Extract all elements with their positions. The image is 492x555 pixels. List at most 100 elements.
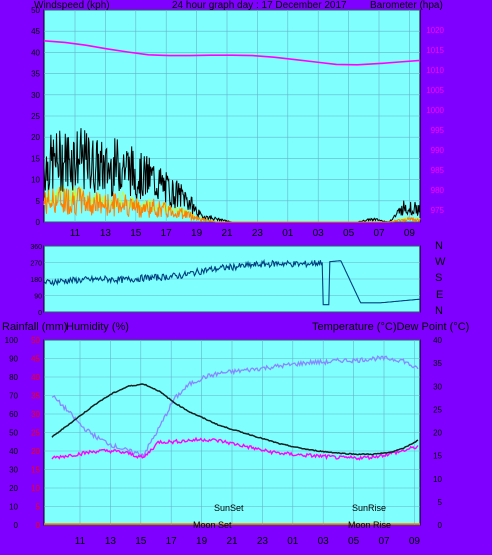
temp-x-tick-label: 09 xyxy=(409,536,421,547)
temperature-tick-label: 35 xyxy=(433,359,442,368)
temperature-tick-label: 15 xyxy=(433,452,442,461)
wind-tick-label: 45 xyxy=(31,27,40,36)
dewpoint-line xyxy=(51,436,419,461)
rain-tick-label: 50 xyxy=(31,336,40,345)
temperature-tick-label: 25 xyxy=(433,405,442,414)
wind-x-tick-label: 15 xyxy=(130,228,142,239)
wind-direction-line xyxy=(43,258,421,306)
graph-day-title: 24 hour graph day : 17 December 2017 xyxy=(172,0,347,11)
temp-x-tick-label: 11 xyxy=(75,536,86,547)
wind-x-tick-label: 19 xyxy=(191,228,203,239)
barometer-tick-label: 1005 xyxy=(426,86,444,95)
barometer-tick-label: 1000 xyxy=(426,106,444,115)
temp-x-tick-label: 03 xyxy=(318,536,330,547)
sunset-label: SunSet xyxy=(214,503,244,513)
moonset-label: Moon Set xyxy=(193,520,232,530)
wind-tick-label: 20 xyxy=(31,133,40,142)
barometer-tick-label: 975 xyxy=(431,206,445,215)
temperature-tick-label: 5 xyxy=(438,498,443,507)
humidity-tick-label: 70 xyxy=(9,392,18,401)
barometer-tick-label: 1015 xyxy=(426,46,444,55)
rain-tick-label: 15 xyxy=(31,466,40,475)
direction-tick-label: 180 xyxy=(30,277,42,284)
wind-tick-label: 50 xyxy=(31,6,40,15)
barometer-tick-label: 985 xyxy=(431,166,445,175)
wind-x-tick-label: 01 xyxy=(282,228,294,239)
wind-average-line xyxy=(43,186,421,223)
temp-x-tick-label: 05 xyxy=(348,536,360,547)
wind-tick-label: 0 xyxy=(36,218,41,227)
rain-tick-label: 25 xyxy=(31,429,40,438)
temperature-tick-label: 0 xyxy=(438,521,443,530)
temperature-tick-label: 30 xyxy=(433,382,442,391)
temp-x-tick-label: 01 xyxy=(287,536,299,547)
wind-x-tick-label: 21 xyxy=(221,228,233,239)
wind-tick-label: 40 xyxy=(31,48,40,57)
temperature-tick-label: 10 xyxy=(433,475,442,484)
barometer-tick-label: 1020 xyxy=(426,26,444,35)
temp-x-tick-label: 23 xyxy=(257,536,269,547)
direction-label-s: S xyxy=(435,272,443,284)
wind-x-tick-label: 11 xyxy=(70,228,81,239)
humidity-tick-label: 90 xyxy=(9,355,18,364)
temperature-axis-title: Temperature (°C)Dew Point (°C) xyxy=(312,321,470,333)
rain-tick-label: 10 xyxy=(31,484,40,493)
rain-tick-label: 30 xyxy=(31,410,40,419)
wind-x-tick-label: 23 xyxy=(252,228,264,239)
rain-tick-label: 35 xyxy=(31,392,40,401)
rain-tick-label: 45 xyxy=(31,355,40,364)
barometer-tick-label: 990 xyxy=(431,146,445,155)
rainfall-axis-title: Rainfall (mm) xyxy=(2,321,68,333)
barometer-tick-label: 995 xyxy=(431,126,445,135)
humidity-tick-label: 30 xyxy=(9,466,18,475)
humidity-tick-label: 20 xyxy=(9,484,18,493)
rain-tick-label: 40 xyxy=(31,373,40,382)
wind-tick-label: 15 xyxy=(31,154,40,163)
windspeed-axis-title: Windspeed (kph) xyxy=(34,0,110,11)
direction-tick-label: 0 xyxy=(38,310,42,317)
barometer-line xyxy=(43,40,421,66)
wind-x-tick-label: 03 xyxy=(313,228,325,239)
wind-x-tick-label: 09 xyxy=(404,228,416,239)
wind-tick-label: 5 xyxy=(36,197,41,206)
wind-x-tick-label: 05 xyxy=(343,228,355,239)
wind-x-tick-label: 17 xyxy=(161,228,173,239)
rain-tick-label: 20 xyxy=(31,447,40,456)
temp-x-tick-label: 13 xyxy=(105,536,117,547)
wind-tick-label: 30 xyxy=(31,91,40,100)
rain-tick-label: 0 xyxy=(36,521,41,530)
direction-label-w: W xyxy=(435,256,446,268)
wind-tick-label: 35 xyxy=(31,70,40,79)
barometer-tick-label: 980 xyxy=(431,186,445,195)
rain-tick-label: 5 xyxy=(36,503,41,512)
direction-tick-label: 90 xyxy=(34,294,42,301)
direction-tick-label: 360 xyxy=(30,244,42,251)
direction-label-n-bottom: N xyxy=(435,305,443,317)
temp-x-tick-label: 07 xyxy=(378,536,390,547)
temp-x-tick-label: 19 xyxy=(196,536,208,547)
sunrise-label: SunRise xyxy=(352,503,387,513)
humidity-tick-label: 80 xyxy=(9,373,18,382)
barometer-tick-label: 1010 xyxy=(426,66,444,75)
humidity-axis-title: Humidity (%) xyxy=(66,321,129,333)
temp-x-tick-label: 17 xyxy=(166,536,178,547)
direction-label-e: E xyxy=(436,289,444,301)
humidity-tick-label: 50 xyxy=(9,429,18,438)
wind-x-tick-label: 07 xyxy=(373,228,385,239)
moonrise-label: Moon Rise xyxy=(348,520,392,530)
direction-tick-label: 270 xyxy=(30,261,42,268)
humidity-tick-label: 10 xyxy=(9,503,18,512)
wind-tick-label: 25 xyxy=(31,112,40,121)
direction-label-n-top: N xyxy=(435,240,443,252)
temperature-tick-label: 20 xyxy=(433,429,442,438)
humidity-tick-label: 0 xyxy=(14,521,19,530)
barometer-axis-title: Barometer (hpa) xyxy=(370,0,443,11)
humidity-tick-label: 60 xyxy=(9,410,18,419)
humidity-tick-label: 40 xyxy=(9,447,18,456)
temperature-tick-label: 40 xyxy=(433,336,442,345)
wind-tick-label: 10 xyxy=(31,176,40,185)
temp-x-tick-label: 15 xyxy=(135,536,147,547)
temp-x-tick-label: 21 xyxy=(226,536,238,547)
temperature-line xyxy=(51,383,419,456)
